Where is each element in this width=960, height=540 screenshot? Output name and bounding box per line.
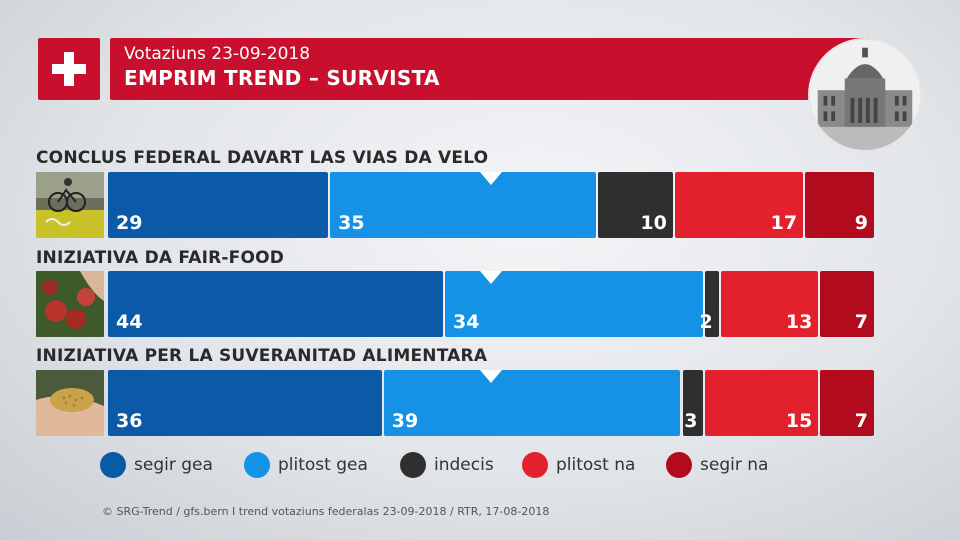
- legend-item-plitost-na: plitost na: [522, 452, 635, 478]
- bar-value-label: 9: [854, 212, 868, 234]
- legend-swatch: [666, 452, 692, 478]
- bar-plitost-na-1: 17: [674, 172, 804, 238]
- legend-label: segir na: [700, 455, 769, 475]
- grain-photo: [36, 370, 104, 436]
- source-note: © SRG-Trend / gfs.bern I trend votaziuns…: [102, 505, 550, 518]
- bar-value-label: 44: [116, 311, 143, 333]
- bar-row-3: 36 39 3 15 7: [108, 370, 874, 436]
- bar-plitost-na-2: 13: [720, 271, 819, 337]
- chart-legend: segir gea plitost gea indecis plitost na…: [100, 452, 860, 482]
- legend-item-segir-na: segir na: [666, 452, 768, 478]
- bar-segir-na-1: 9: [805, 172, 874, 238]
- bar-segir-gea-1: 29: [108, 172, 329, 238]
- bicycle-photo: [36, 172, 104, 238]
- swiss-flag-icon: [38, 38, 100, 100]
- midpoint-marker: [480, 172, 502, 185]
- federal-palace-icon: [808, 38, 922, 152]
- bar-value-label: 10: [640, 212, 667, 234]
- bar-plitost-gea-1: 35: [330, 172, 597, 238]
- bar-value-label: 34: [453, 311, 480, 333]
- bar-segir-gea-3: 36: [108, 370, 382, 436]
- header-title: EMPRIM TREND – SURVISTA: [124, 66, 440, 90]
- header-subtitle: Votaziuns 23-09-2018: [124, 44, 311, 64]
- legend-swatch: [244, 452, 270, 478]
- bar-value-label: 3: [684, 410, 698, 432]
- category-title-3: INIZIATIVA PER LA SUVERANITAD ALIMENTARA: [36, 346, 488, 366]
- bar-segir-gea-2: 44: [108, 271, 444, 337]
- bar-value-label: 7: [854, 311, 868, 333]
- apples-photo: [36, 271, 104, 337]
- bar-value-label: 39: [391, 410, 419, 432]
- category-title-2: INIZIATIVA DA FAIR-FOOD: [36, 248, 285, 268]
- bar-indecis-1: 10: [598, 172, 673, 238]
- legend-label: plitost na: [556, 455, 636, 475]
- midpoint-marker: [480, 271, 502, 284]
- bar-segir-na-3: 7: [820, 370, 874, 436]
- bar-value-label: 36: [116, 410, 143, 432]
- legend-label: segir gea: [134, 455, 213, 475]
- legend-item-indecis: indecis: [400, 452, 494, 478]
- legend-item-plitost-gea: plitost gea: [244, 452, 368, 478]
- category-title-1: CONCLUS FEDERAL DAVART LAS VIAS DA VELO: [36, 148, 489, 168]
- bar-plitost-na-3: 15: [705, 370, 819, 436]
- bar-value-label: 15: [785, 410, 813, 432]
- bar-row-2: 44 34 2 13 7: [108, 271, 874, 337]
- bar-value-label: 7: [854, 410, 868, 432]
- legend-item-segir-gea: segir gea: [100, 452, 213, 478]
- bar-plitost-gea-3: 39: [383, 370, 681, 436]
- bar-value-label: 35: [338, 212, 365, 234]
- legend-label: indecis: [434, 455, 494, 475]
- legend-swatch: [522, 452, 548, 478]
- bar-indecis-3: 3: [682, 370, 704, 436]
- bar-value-label: 13: [785, 311, 813, 333]
- legend-swatch: [100, 452, 126, 478]
- legend-swatch: [400, 452, 426, 478]
- bar-value-label: 17: [770, 212, 798, 234]
- bar-row-1: 29 35 10 17 9: [108, 172, 874, 238]
- legend-label: plitost gea: [278, 455, 368, 475]
- header-banner: Votaziuns 23-09-2018 EMPRIM TREND – SURV…: [110, 38, 870, 100]
- bar-value-label: 2: [699, 311, 713, 333]
- bar-value-label: 29: [116, 212, 143, 234]
- midpoint-marker: [480, 370, 502, 383]
- bar-segir-na-2: 7: [820, 271, 874, 337]
- bar-indecis-2: 2: [700, 271, 719, 337]
